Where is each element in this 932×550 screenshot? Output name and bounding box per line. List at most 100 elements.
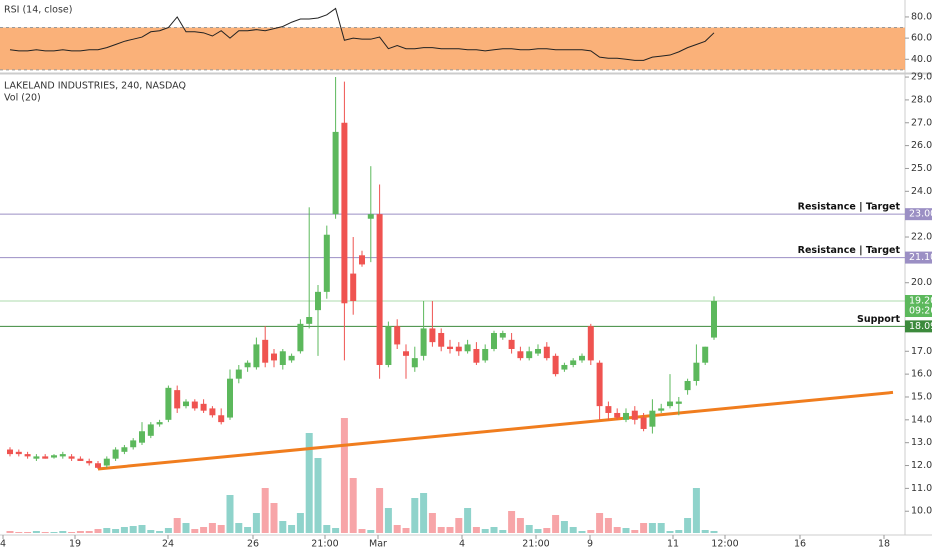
volume-bar <box>200 527 208 533</box>
candle-body <box>24 454 31 457</box>
volume-bar <box>235 523 243 533</box>
candle-body <box>702 346 709 363</box>
candle-body <box>332 131 339 215</box>
volume-bar <box>208 523 216 533</box>
candle-body <box>297 323 304 352</box>
candle-body <box>112 449 119 459</box>
y-tick-label: 26.00 <box>911 140 932 151</box>
volume-bar <box>684 518 692 533</box>
candle-body <box>649 410 656 427</box>
x-tick-label: Mar <box>369 539 387 550</box>
candle-body <box>376 214 383 365</box>
volume-bar <box>244 527 252 533</box>
volume-bar <box>666 531 674 533</box>
candle-body <box>279 351 286 365</box>
candle-body <box>262 339 269 363</box>
candle-body <box>77 458 84 461</box>
y-tick-label: 11.00 <box>911 483 932 494</box>
volume-bar <box>94 529 102 533</box>
candle-body <box>315 291 321 311</box>
candle-body <box>526 351 533 359</box>
volume-bar <box>129 526 137 533</box>
volume-bar <box>710 531 718 533</box>
candle-body <box>403 351 409 356</box>
candle-body <box>130 440 137 448</box>
candle-body <box>350 273 357 302</box>
y-tick-label: 28.00 <box>911 94 932 105</box>
candle-body <box>623 412 629 420</box>
candle-body <box>174 390 181 409</box>
x-tick-label: 16 <box>794 539 806 550</box>
level-text: Resistance | Target <box>798 202 901 213</box>
volume-bar <box>182 523 190 533</box>
candle-body <box>147 424 154 436</box>
candle-body <box>535 348 541 354</box>
volume-bar <box>50 532 58 533</box>
candle-body <box>658 408 665 411</box>
rsi-tick-label: 40.00 <box>911 54 932 65</box>
candle-body <box>200 403 207 411</box>
level-label: 21.10 <box>909 252 932 263</box>
volume-bar <box>156 531 164 533</box>
y-tick-label: 15.00 <box>911 391 932 402</box>
volume-bar <box>288 525 296 533</box>
volume-bar <box>85 531 93 533</box>
volume-bar <box>173 518 181 533</box>
y-tick-label: 29.00 <box>911 72 932 83</box>
candle-body <box>15 451 22 455</box>
volume-bar <box>120 527 128 533</box>
last-price-tag <box>905 295 932 318</box>
volume-bar <box>305 433 313 533</box>
candle-body <box>667 401 673 407</box>
volume-bar <box>41 532 49 533</box>
candle-body <box>675 401 682 404</box>
volume-bar <box>147 530 155 533</box>
x-tick-label: 9 <box>587 539 593 550</box>
candle-body <box>341 122 348 304</box>
candle-body <box>103 458 110 466</box>
rsi-tick-label: 60.00 <box>911 33 932 44</box>
candle-body <box>385 326 392 365</box>
candle-body <box>491 332 497 349</box>
level-tag <box>905 320 932 333</box>
level-text: Resistance | Target <box>798 245 901 256</box>
volume-bar <box>472 527 480 533</box>
y-tick-label: 10.00 <box>911 506 932 517</box>
y-tick-label: 24.00 <box>911 186 932 197</box>
volume-bar <box>640 523 648 533</box>
y-tick-label: 25.00 <box>911 163 932 174</box>
candle-body <box>499 332 506 338</box>
rsi-title: RSI (14, close) <box>4 5 72 16</box>
candle-body <box>244 362 251 368</box>
candle-body <box>271 353 277 361</box>
volume-bar <box>604 518 612 533</box>
x-tick-label: 21:00 <box>311 539 338 550</box>
volume-bar <box>384 508 392 533</box>
volume-bar <box>103 528 111 533</box>
x-tick-label: 12:00 <box>711 539 738 550</box>
x-tick-label: 4 <box>0 539 6 550</box>
candle-body <box>51 455 57 458</box>
volume-bar <box>314 458 322 533</box>
volume-bar <box>393 525 401 533</box>
volume-bar <box>648 523 656 533</box>
candle-body <box>227 378 233 418</box>
y-tick-label: 14.00 <box>911 414 932 425</box>
candle-body <box>596 362 603 407</box>
volume-bar <box>76 531 84 533</box>
candle-body <box>209 408 216 416</box>
x-tick-label: 24 <box>162 539 174 550</box>
volume-bar <box>217 525 225 533</box>
volume-bar <box>596 513 604 533</box>
x-tick-label: 4 <box>459 539 465 550</box>
candle-body <box>684 380 691 391</box>
volume-bar <box>358 529 366 533</box>
candle-body <box>42 456 49 459</box>
x-tick-label: 21:00 <box>522 539 549 550</box>
volume-bar <box>560 521 568 533</box>
candle-body <box>68 456 75 459</box>
x-tick-label: 26 <box>247 539 259 550</box>
level-text: Support <box>857 314 900 325</box>
